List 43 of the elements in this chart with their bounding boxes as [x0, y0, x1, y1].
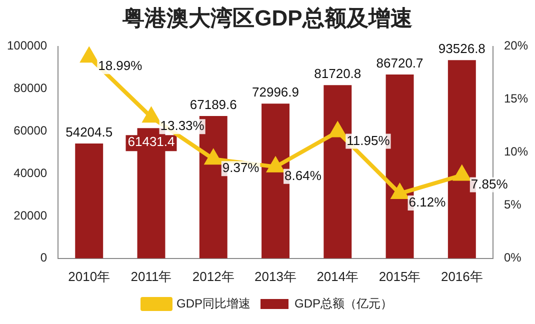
point [143, 108, 160, 123]
y2-tick-label: 5% [504, 198, 522, 212]
point [81, 48, 98, 63]
y2-tick-label: 20% [504, 38, 528, 53]
data-label: 18.99% [98, 58, 143, 74]
data-label: 61431.4 [128, 134, 175, 150]
bar [75, 143, 104, 258]
y2-tick-label: 0% [504, 250, 522, 265]
chart-title: 粤港澳大湾区GDP总额及增速 [122, 5, 412, 30]
x-tick-label: 2012年 [192, 268, 234, 284]
x-tick-label: 2014年 [316, 268, 359, 284]
data-label: 93526.8 [438, 41, 486, 56]
x-tick-label: 2013年 [254, 268, 296, 284]
x-tick-label: 2010年 [68, 268, 110, 284]
data-label: 86720.7 [376, 56, 424, 71]
y-tick-label: 60000 [14, 124, 48, 138]
point [267, 158, 284, 172]
data-label: 72996.9 [252, 84, 300, 100]
data-label: 13.33% [160, 118, 205, 134]
x-tick-label: 2015年 [378, 268, 421, 284]
point [392, 184, 408, 200]
y-tick-label: 0 [40, 250, 48, 265]
data-label: 9.37% [222, 160, 260, 176]
x-tick-label: 2016年 [440, 268, 483, 284]
legend-label: GDP总额（亿元） [294, 296, 393, 310]
x-tick-label: 2011年 [130, 268, 172, 284]
data-label: 6.12% [408, 194, 446, 210]
data-label: 8.64% [284, 168, 322, 183]
data-label: 7.85% [470, 176, 508, 192]
y-tick-label: 20000 [14, 208, 48, 222]
legend-label: GDP同比增速 [176, 296, 251, 310]
point [330, 122, 346, 138]
data-label: 67189.6 [190, 97, 237, 112]
point [205, 150, 222, 165]
data-label: 11.95% [346, 132, 390, 148]
data-label: 81720.8 [314, 66, 362, 82]
y2-tick-label: 15% [504, 92, 528, 106]
data-label: 54204.5 [66, 124, 113, 140]
y-tick-label: 40000 [14, 166, 48, 180]
y-tick-label: 100000 [6, 38, 48, 53]
y2-tick-label: 10% [504, 144, 528, 159]
point [454, 166, 470, 181]
y-tick-label: 80000 [14, 81, 48, 96]
